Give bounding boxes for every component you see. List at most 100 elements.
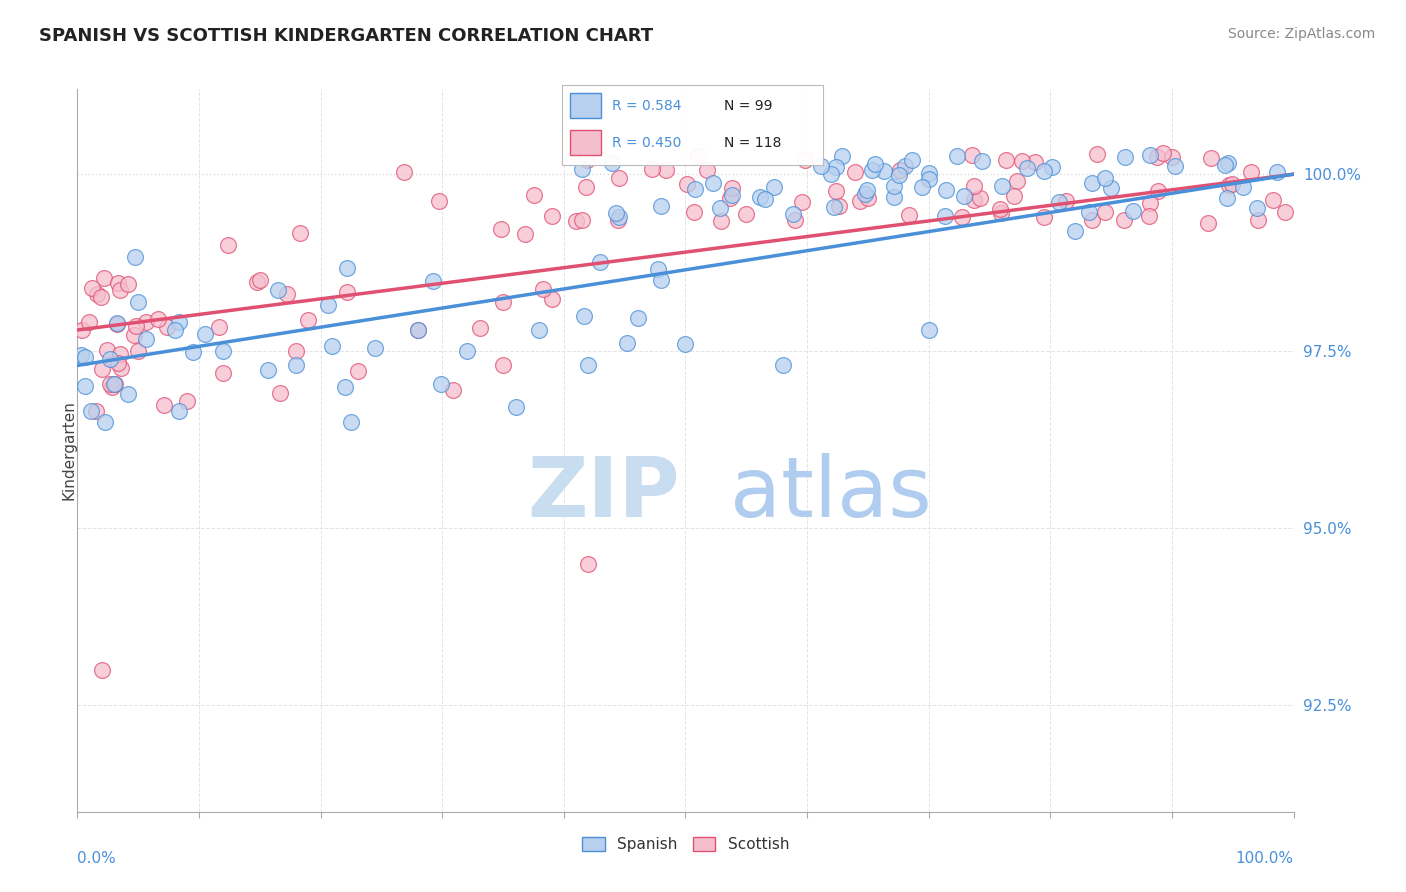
Point — [963, 179, 986, 194]
Point — [117, 387, 139, 401]
Point — [1015, 161, 1038, 176]
Point — [93, 271, 115, 285]
Point — [529, 323, 551, 337]
Point — [1199, 151, 1222, 165]
Point — [647, 262, 669, 277]
Point — [75, 350, 97, 364]
Point — [108, 283, 131, 297]
Point — [1146, 185, 1168, 199]
Point — [918, 323, 941, 337]
Point — [492, 294, 515, 309]
Point — [735, 207, 758, 221]
Point — [718, 191, 741, 205]
Point — [156, 319, 179, 334]
Point — [1267, 165, 1289, 179]
Point — [80, 281, 103, 295]
Text: Source: ZipAtlas.com: Source: ZipAtlas.com — [1227, 27, 1375, 41]
Point — [1213, 158, 1236, 172]
Point — [571, 162, 593, 177]
Point — [650, 199, 672, 213]
Point — [883, 190, 905, 204]
Point — [169, 403, 191, 417]
Point — [256, 363, 278, 377]
Point — [571, 213, 593, 227]
Point — [576, 557, 599, 571]
Point — [340, 415, 363, 429]
Point — [1146, 150, 1168, 164]
Point — [124, 251, 146, 265]
Point — [889, 163, 911, 178]
Point — [950, 211, 973, 225]
Point — [853, 186, 876, 201]
Point — [176, 394, 198, 409]
Point — [935, 183, 957, 197]
Point — [988, 202, 1011, 216]
Point — [995, 153, 1018, 167]
Point — [125, 318, 148, 333]
Point — [576, 359, 599, 373]
Point — [1216, 190, 1239, 204]
Point — [897, 208, 920, 222]
Point — [991, 178, 1014, 193]
Point — [1099, 181, 1122, 195]
Point — [1246, 201, 1268, 215]
Point — [1049, 194, 1071, 209]
Point — [823, 200, 845, 214]
Point — [135, 315, 157, 329]
Point — [1024, 154, 1046, 169]
Point — [763, 179, 786, 194]
Point — [1164, 159, 1187, 173]
Point — [336, 261, 359, 276]
Point — [456, 344, 478, 359]
Point — [934, 209, 956, 223]
Point — [101, 380, 124, 394]
Point — [887, 168, 910, 182]
Point — [212, 344, 235, 359]
Point — [110, 361, 132, 376]
Point — [441, 384, 464, 398]
Point — [702, 177, 724, 191]
Point — [98, 351, 121, 366]
Point — [607, 213, 630, 227]
Point — [772, 359, 794, 373]
Point — [685, 182, 707, 196]
Point — [148, 311, 170, 326]
Point — [249, 273, 271, 287]
Point — [721, 187, 744, 202]
Point — [990, 206, 1012, 220]
Point — [607, 171, 630, 186]
Point — [589, 255, 612, 269]
Point — [531, 282, 554, 296]
Point — [107, 277, 129, 291]
Point — [430, 376, 453, 391]
Point — [1218, 178, 1240, 193]
Point — [333, 380, 356, 394]
Point — [827, 199, 849, 213]
Text: 0.0%: 0.0% — [77, 852, 117, 866]
Point — [754, 192, 776, 206]
Point — [336, 285, 359, 299]
Point — [1087, 147, 1109, 161]
Point — [1137, 209, 1160, 223]
Point — [962, 148, 984, 162]
Point — [575, 179, 598, 194]
Point — [523, 188, 546, 202]
Point — [212, 366, 235, 380]
Point — [820, 167, 842, 181]
Point — [650, 273, 672, 287]
Point — [917, 172, 939, 186]
Point — [783, 212, 806, 227]
Point — [285, 344, 308, 359]
Point — [75, 379, 97, 393]
Point — [883, 179, 905, 194]
Text: R = 0.450: R = 0.450 — [612, 136, 681, 150]
Bar — [571, 93, 602, 119]
Point — [541, 292, 564, 306]
Point — [824, 160, 846, 174]
Point — [720, 181, 742, 195]
Point — [392, 165, 415, 179]
Point — [127, 344, 149, 359]
Point — [208, 320, 231, 334]
Point — [1081, 213, 1104, 227]
Point — [675, 337, 697, 351]
